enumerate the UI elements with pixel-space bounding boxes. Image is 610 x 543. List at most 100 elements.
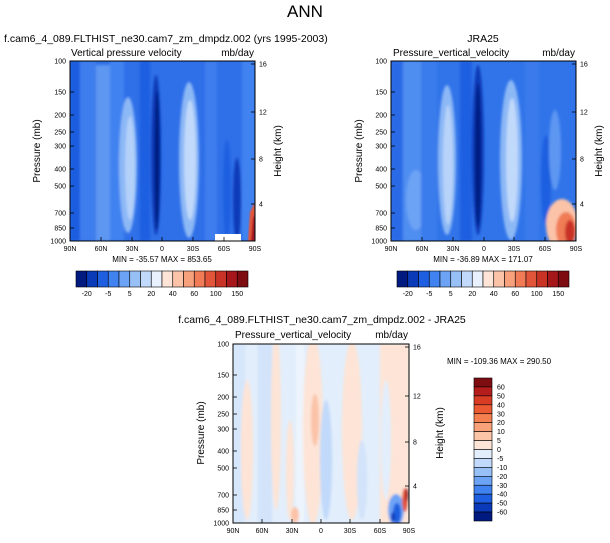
- panel-model-subtitle: Vertical pressure velocity: [71, 48, 182, 59]
- panel-obs-stats: MIN = -36.89 MAX = 171.07: [433, 255, 533, 264]
- colorbar-label: -60: [497, 510, 507, 517]
- colorbar-swatch: [493, 270, 505, 288]
- y-tick-label: 700: [54, 211, 66, 218]
- y-tick-label: 200: [375, 113, 387, 120]
- colorbar-swatch: [215, 270, 227, 288]
- x-tick-label: 0: [160, 246, 164, 253]
- y-tick-label: 200: [54, 113, 66, 120]
- colorbar-swatch: [547, 270, 559, 288]
- y-tick-label: 1000: [50, 239, 66, 246]
- x-tick-label: 30S: [344, 528, 357, 535]
- colorbar-label: -10: [497, 465, 507, 472]
- y-tick-label: 850: [375, 226, 387, 233]
- y-tick-label: 150: [217, 373, 229, 380]
- colorbar-label: -30: [497, 483, 507, 490]
- x-tick-label: 90N: [64, 246, 77, 253]
- colorbar-swatch: [75, 270, 88, 288]
- y-right-axis-label: Height (km): [435, 407, 446, 459]
- y-right-tick-label: 4: [580, 202, 584, 209]
- colorbar-swatch: [473, 458, 493, 468]
- y-tick-label: 500: [217, 466, 229, 473]
- x-tick-label: 30S: [508, 246, 521, 253]
- y-tick-label: 400: [54, 167, 66, 174]
- y-tick-label: 1000: [213, 521, 229, 528]
- y-tick-label: 500: [54, 184, 66, 191]
- colorbar-swatch: [428, 270, 441, 288]
- x-tick-label: 0: [319, 528, 323, 535]
- x-tick-label: 30N: [286, 528, 299, 535]
- colorbar-swatch: [473, 502, 493, 513]
- y-axis-label: Pressure (mb): [32, 119, 43, 182]
- colorbar-swatch: [418, 270, 430, 288]
- colorbar-label: 40: [490, 291, 498, 298]
- colorbar-swatch: [473, 467, 493, 477]
- y-right-axis-label: Height (km): [273, 125, 284, 177]
- colorbar-label: 20: [497, 420, 505, 427]
- colorbar-swatch: [226, 270, 238, 288]
- y-tick-label: 150: [54, 90, 66, 97]
- colorbar-label: -5: [426, 291, 432, 298]
- colorbar-swatch: [204, 270, 217, 288]
- y-tick-label: 300: [54, 144, 66, 151]
- x-tick-label: 90S: [403, 528, 416, 535]
- colorbar-swatch: [396, 270, 409, 288]
- colorbar-label: 60: [511, 291, 519, 298]
- panel-obs: JRA25 Pressure_vertical_velocity mb/day: [354, 33, 605, 298]
- colorbar-swatch: [172, 270, 184, 288]
- y-axis-label: Pressure (mb): [354, 119, 365, 182]
- colorbar-swatch: [473, 395, 493, 406]
- x-tick-label: 30S: [187, 246, 200, 253]
- y-right-tick-label: 16: [580, 62, 588, 69]
- x-tick-label: 60N: [416, 246, 429, 253]
- x-tick-label: 60S: [374, 528, 387, 535]
- colorbar-model: -20 -5 5 20 40 60 100 150: [75, 270, 249, 298]
- colorbar-label: 5: [497, 438, 501, 445]
- colorbar-swatch: [193, 270, 206, 288]
- colorbar-swatch: [118, 270, 131, 288]
- x-tick-label: 60S: [218, 246, 231, 253]
- colorbar-label: 40: [169, 291, 177, 298]
- colorbar-label: -5: [497, 456, 503, 463]
- colorbar-swatch: [504, 270, 516, 288]
- colorbar-label: 60: [497, 384, 505, 391]
- panel-diff-subtitle: Pressure_vertical_velocity: [235, 330, 351, 341]
- panel-model-title: f.cam6_4_089.FLTHIST_ne30.cam7_zm_dmpdz.…: [4, 33, 328, 45]
- y-right-axis-label: Height (km): [594, 125, 605, 177]
- y-tick-label: 400: [217, 449, 229, 456]
- y-tick-label: 100: [54, 59, 66, 66]
- colorbar-swatch: [97, 270, 109, 288]
- colorbar-swatch: [473, 404, 493, 415]
- panel-diff: f.cam6_4_089.FLTHIST_ne30.cam7_zm_dmpdz.…: [178, 314, 551, 535]
- colorbar-label: -5: [105, 291, 111, 298]
- colorbar-swatch: [473, 484, 493, 495]
- colorbar-label: 5: [128, 291, 132, 298]
- colorbar-swatch: [514, 270, 527, 288]
- colorbar-label: 100: [531, 291, 543, 298]
- colorbar-swatch: [161, 270, 174, 288]
- y-right-tick-label: 16: [259, 62, 267, 69]
- y-tick-label: 850: [217, 508, 229, 515]
- y-tick-label: 1000: [371, 239, 387, 246]
- y-right-tick-label: 4: [259, 202, 263, 209]
- x-tick-label: 90S: [570, 246, 583, 253]
- y-tick-label: 700: [375, 211, 387, 218]
- y-tick-label: 100: [375, 59, 387, 66]
- panel-model-frame: [69, 60, 256, 242]
- colorbar-label: 100: [210, 291, 222, 298]
- page-title: ANN: [287, 2, 323, 21]
- colorbar-swatch: [473, 511, 493, 522]
- x-tick-label: 60S: [539, 246, 552, 253]
- y-tick-label: 250: [217, 412, 229, 419]
- colorbar-obs: -20 -5 5 20 40 60 100 150: [396, 270, 570, 298]
- y-tick-label: 300: [217, 427, 229, 434]
- colorbar-label: 60: [190, 291, 198, 298]
- panel-model-units: mb/day: [221, 48, 254, 59]
- colorbar-label: 40: [497, 402, 505, 409]
- y-tick-label: 700: [217, 493, 229, 500]
- panel-model-field: [70, 61, 255, 241]
- x-tick-label: 90N: [227, 528, 240, 535]
- y-right-tick-label: 16: [413, 345, 421, 352]
- colorbar-swatch: [482, 270, 495, 288]
- colorbar-swatch: [473, 440, 493, 450]
- colorbar-label: 50: [497, 393, 505, 400]
